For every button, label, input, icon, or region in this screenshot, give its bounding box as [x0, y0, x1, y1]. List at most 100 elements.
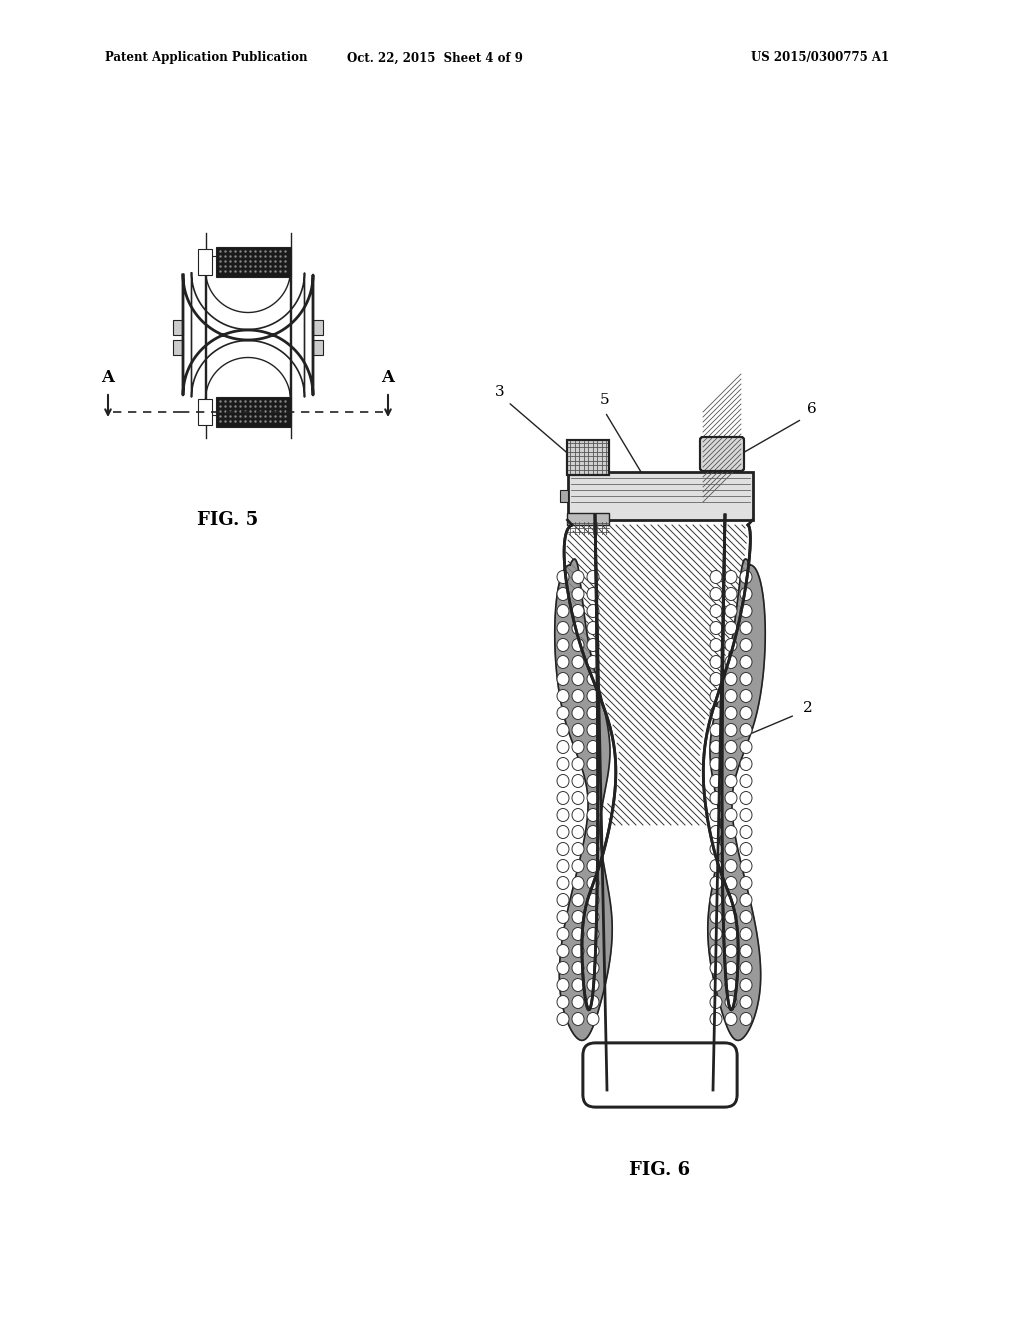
- Ellipse shape: [587, 995, 599, 1008]
- Ellipse shape: [725, 689, 737, 702]
- Ellipse shape: [725, 758, 737, 771]
- Polygon shape: [555, 560, 612, 1040]
- Ellipse shape: [572, 995, 584, 1008]
- Ellipse shape: [740, 911, 752, 924]
- Ellipse shape: [587, 842, 599, 855]
- Ellipse shape: [572, 587, 584, 601]
- Text: US 2015/0300775 A1: US 2015/0300775 A1: [751, 51, 889, 65]
- Ellipse shape: [587, 723, 599, 737]
- Ellipse shape: [740, 706, 752, 719]
- Ellipse shape: [572, 639, 584, 652]
- Ellipse shape: [572, 911, 584, 924]
- Ellipse shape: [557, 672, 569, 685]
- Ellipse shape: [710, 605, 722, 618]
- Ellipse shape: [587, 741, 599, 754]
- Ellipse shape: [740, 825, 752, 838]
- Ellipse shape: [740, 995, 752, 1008]
- Ellipse shape: [572, 605, 584, 618]
- Text: 5: 5: [600, 393, 610, 407]
- Ellipse shape: [557, 961, 569, 974]
- Ellipse shape: [587, 570, 599, 583]
- Text: 6: 6: [807, 403, 817, 416]
- Ellipse shape: [557, 587, 569, 601]
- Ellipse shape: [587, 672, 599, 685]
- Ellipse shape: [572, 978, 584, 991]
- Polygon shape: [191, 273, 304, 397]
- Ellipse shape: [710, 792, 722, 804]
- Ellipse shape: [740, 587, 752, 601]
- Ellipse shape: [557, 1012, 569, 1026]
- Polygon shape: [708, 560, 765, 1040]
- Ellipse shape: [725, 911, 737, 924]
- Ellipse shape: [740, 656, 752, 668]
- Ellipse shape: [572, 825, 584, 838]
- Ellipse shape: [740, 978, 752, 991]
- Ellipse shape: [572, 706, 584, 719]
- Ellipse shape: [710, 741, 722, 754]
- Ellipse shape: [740, 808, 752, 821]
- Ellipse shape: [587, 639, 599, 652]
- Ellipse shape: [740, 741, 752, 754]
- Ellipse shape: [557, 775, 569, 788]
- Ellipse shape: [587, 775, 599, 788]
- Ellipse shape: [587, 961, 599, 974]
- Bar: [567, 473, 753, 520]
- Ellipse shape: [572, 894, 584, 907]
- Ellipse shape: [710, 876, 722, 890]
- Ellipse shape: [725, 792, 737, 804]
- Ellipse shape: [557, 928, 569, 940]
- Ellipse shape: [557, 639, 569, 652]
- Ellipse shape: [725, 723, 737, 737]
- Ellipse shape: [572, 622, 584, 635]
- Ellipse shape: [740, 859, 752, 873]
- Ellipse shape: [587, 656, 599, 668]
- Bar: [567, 513, 609, 525]
- Ellipse shape: [572, 689, 584, 702]
- Ellipse shape: [710, 961, 722, 974]
- Ellipse shape: [587, 911, 599, 924]
- Ellipse shape: [557, 792, 569, 804]
- Ellipse shape: [710, 1012, 722, 1026]
- Ellipse shape: [572, 945, 584, 957]
- Ellipse shape: [572, 723, 584, 737]
- Ellipse shape: [557, 894, 569, 907]
- Ellipse shape: [725, 859, 737, 873]
- Ellipse shape: [710, 758, 722, 771]
- Ellipse shape: [725, 570, 737, 583]
- Ellipse shape: [725, 808, 737, 821]
- Ellipse shape: [587, 978, 599, 991]
- Ellipse shape: [557, 842, 569, 855]
- Ellipse shape: [557, 570, 569, 583]
- Ellipse shape: [572, 570, 584, 583]
- Ellipse shape: [710, 775, 722, 788]
- Ellipse shape: [740, 961, 752, 974]
- Ellipse shape: [725, 622, 737, 635]
- Ellipse shape: [710, 825, 722, 838]
- Ellipse shape: [740, 842, 752, 855]
- Ellipse shape: [557, 605, 569, 618]
- Ellipse shape: [725, 741, 737, 754]
- Ellipse shape: [587, 605, 599, 618]
- Ellipse shape: [740, 758, 752, 771]
- Ellipse shape: [587, 1012, 599, 1026]
- Bar: [216, 397, 291, 426]
- Ellipse shape: [587, 792, 599, 804]
- Ellipse shape: [740, 928, 752, 940]
- Ellipse shape: [710, 978, 722, 991]
- Ellipse shape: [710, 706, 722, 719]
- Ellipse shape: [740, 622, 752, 635]
- Text: 3: 3: [496, 385, 505, 399]
- Text: A: A: [101, 368, 115, 385]
- Ellipse shape: [557, 622, 569, 635]
- Ellipse shape: [572, 842, 584, 855]
- Ellipse shape: [557, 723, 569, 737]
- Bar: [198, 399, 212, 425]
- Ellipse shape: [557, 706, 569, 719]
- Ellipse shape: [710, 723, 722, 737]
- Ellipse shape: [557, 689, 569, 702]
- FancyBboxPatch shape: [583, 1043, 737, 1107]
- Ellipse shape: [725, 978, 737, 991]
- Ellipse shape: [587, 825, 599, 838]
- Text: Oct. 22, 2015  Sheet 4 of 9: Oct. 22, 2015 Sheet 4 of 9: [347, 51, 523, 65]
- Ellipse shape: [725, 605, 737, 618]
